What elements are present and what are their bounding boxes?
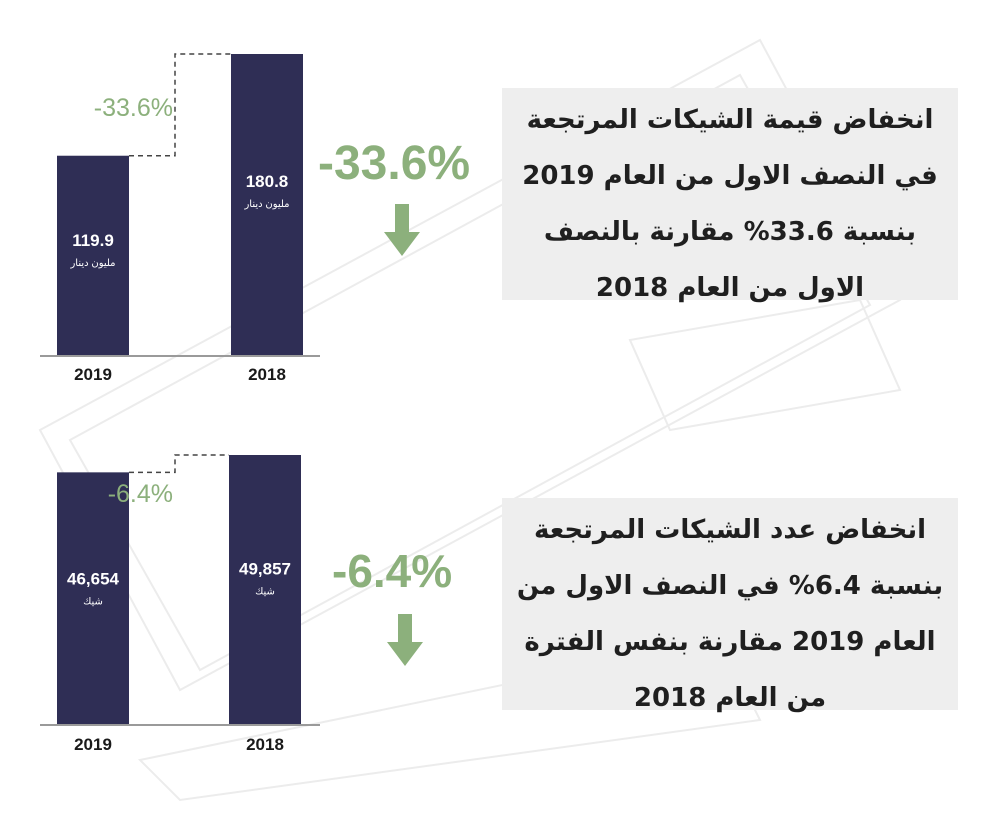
bar-value-label: 180.8 xyxy=(246,172,289,191)
description-box: انخفاض قيمة الشيكات المرتجعة في النصف ال… xyxy=(502,88,958,303)
dashed-connector xyxy=(129,454,229,474)
arrow-down-icon xyxy=(387,614,423,666)
dashed-connector xyxy=(129,53,231,157)
bar-2018 xyxy=(229,455,301,725)
bar-unit-label: شيك xyxy=(255,586,275,597)
bar-value-label: 49,857 xyxy=(239,559,291,578)
bar-unit-label: شيك xyxy=(83,596,103,607)
bar-unit-label: مليون دينار xyxy=(69,258,115,269)
year-label: 2019 xyxy=(74,365,112,384)
bar-2019 xyxy=(57,155,129,356)
returned-cheques-count-chart: 46,654 شيك 2019 49,857 شيك 2018 -6.4% xyxy=(40,454,320,754)
change-percentage-small: -33.6% xyxy=(94,94,173,122)
count-comparison-panel: 46,654 شيك 2019 49,857 شيك 2018 -6.4% -6.4% ان… xyxy=(0,410,1000,820)
change-percentage-small: -6.4% xyxy=(108,480,173,508)
year-label: 2019 xyxy=(74,735,112,754)
returned-cheques-value-chart: 119.9 مليون دينار 2019 180.8 مليون دينار 2018… xyxy=(40,53,320,384)
bar-2019 xyxy=(57,472,129,725)
year-label: 2018 xyxy=(248,365,286,384)
description-box: انخفاض عدد الشيكات المرتجعة بنسبة 6.4% ف… xyxy=(502,498,958,713)
year-label: 2018 xyxy=(246,735,284,754)
change-percentage-large: -6.4% xyxy=(332,545,453,597)
bar-unit-label: مليون دينار xyxy=(243,199,289,210)
bar-2018 xyxy=(231,54,303,356)
arrow-down-icon xyxy=(384,204,420,256)
description-text: انخفاض عدد الشيكات المرتجعة بنسبة 6.4% ف… xyxy=(516,515,944,713)
bar-value-label: 119.9 xyxy=(72,231,114,250)
change-percentage-large: -33.6% xyxy=(318,137,471,190)
value-comparison-panel: 119.9 مليون دينار 2019 180.8 مليون دينار 2018… xyxy=(0,0,1000,410)
description-text: انخفاض قيمة الشيكات المرتجعة في النصف ال… xyxy=(522,105,938,303)
bar-value-label: 46,654 xyxy=(67,569,120,588)
